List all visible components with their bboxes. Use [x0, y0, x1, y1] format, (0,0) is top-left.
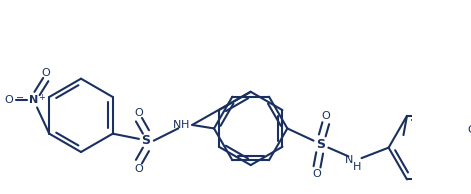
Text: H: H: [181, 120, 189, 130]
Text: O: O: [41, 68, 50, 78]
Text: O: O: [135, 108, 143, 118]
Text: −: −: [16, 93, 24, 103]
Text: N: N: [173, 120, 181, 130]
Text: S: S: [141, 134, 150, 147]
Text: Cl: Cl: [468, 125, 471, 135]
Text: O: O: [135, 164, 143, 174]
Text: +: +: [38, 93, 45, 102]
Text: O: O: [313, 169, 321, 179]
Text: O: O: [321, 111, 330, 121]
Text: N: N: [29, 95, 38, 106]
Text: H: H: [353, 162, 361, 172]
Text: O: O: [5, 95, 14, 106]
Text: S: S: [316, 138, 325, 151]
Text: N: N: [345, 155, 354, 165]
